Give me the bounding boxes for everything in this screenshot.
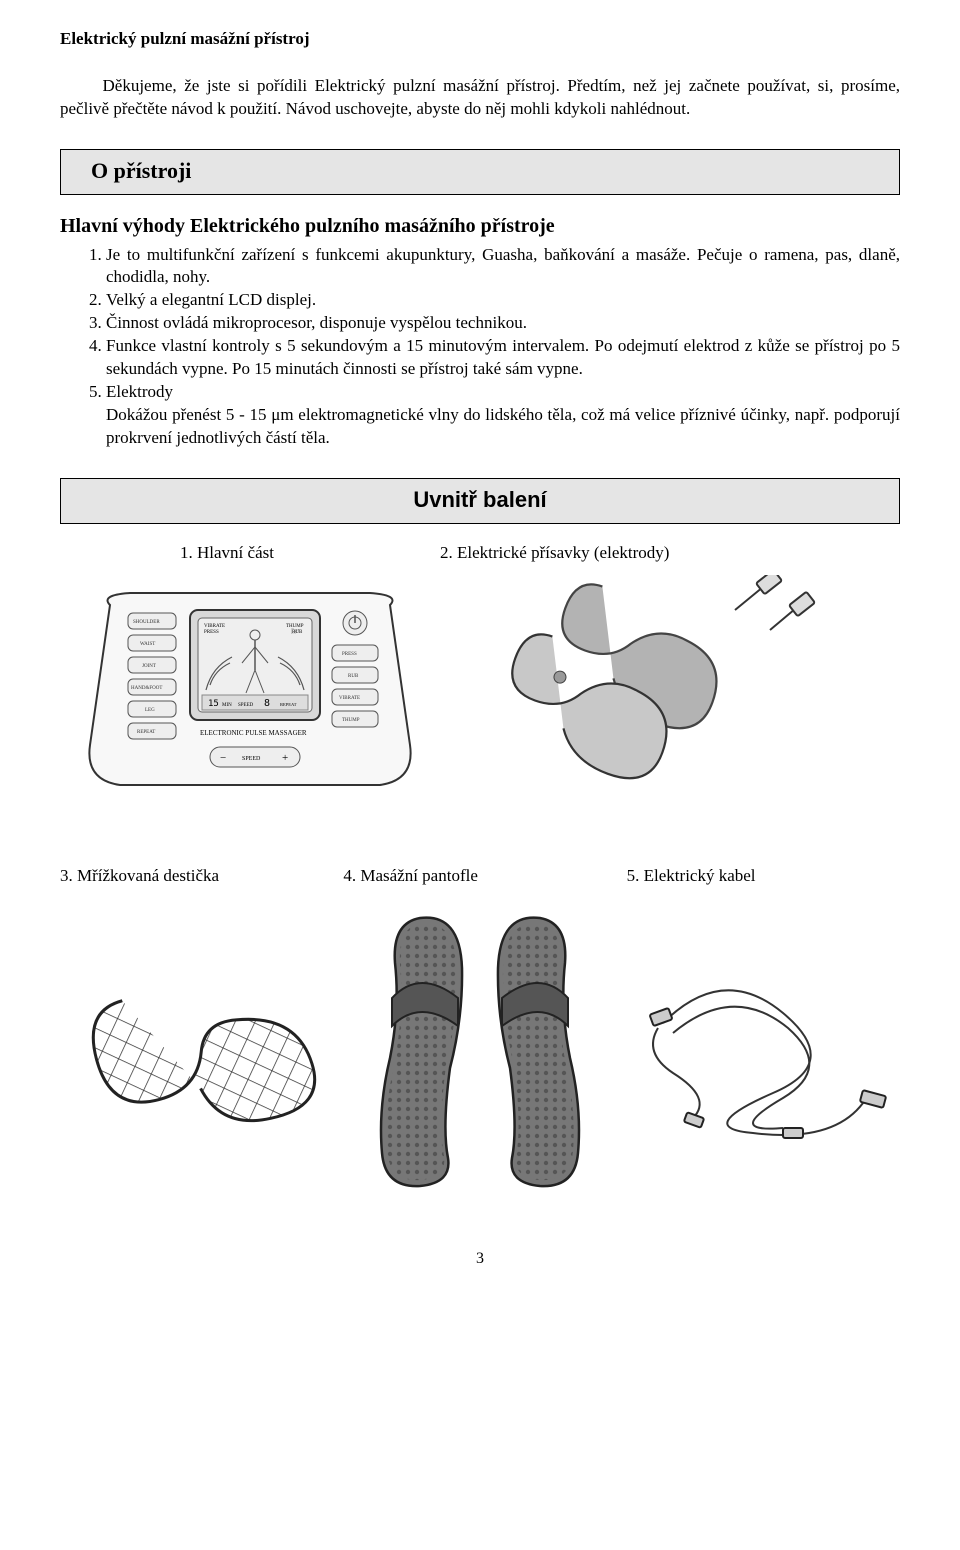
svg-text:PRESS: PRESS — [342, 652, 357, 657]
advantages-list: Je to multifunkční zařízení s funkcemi a… — [60, 244, 900, 450]
intro-paragraph: Děkujeme, že jste si pořídili Elektrický… — [60, 75, 900, 121]
svg-text:+: + — [282, 752, 288, 764]
item-label-3: 3. Mřížkovaná destička — [60, 865, 333, 888]
svg-text:SPEED: SPEED — [242, 756, 261, 762]
svg-text:LEG: LEG — [145, 708, 155, 713]
list-item: Činnost ovládá mikroprocesor, disponuje … — [106, 312, 900, 335]
item-label-1: 1. Hlavní část — [180, 542, 400, 565]
svg-text:HAND&FOOT: HAND&FOOT — [131, 686, 162, 691]
svg-text:VIBRATE: VIBRATE — [204, 624, 225, 629]
advantages-subheading: Hlavní výhody Elektrického pulzního masá… — [60, 213, 900, 240]
svg-text:REPEAT: REPEAT — [137, 730, 155, 735]
list-item: Velký a elegantní LCD displej. — [106, 289, 900, 312]
svg-text:RUB: RUB — [292, 630, 303, 635]
contents-row-labels-bottom: 3. Mřížkovaná destička 4. Masážní pantof… — [60, 865, 900, 888]
contents-row-images-bottom — [60, 898, 900, 1198]
svg-text:8: 8 — [264, 698, 270, 709]
page-header: Elektrický pulzní masážní přístroj — [60, 28, 900, 51]
item-label-2: 2. Elektrické přísavky (elektrody) — [440, 542, 669, 565]
svg-text:SPEED: SPEED — [238, 703, 254, 708]
svg-text:PRESS: PRESS — [204, 630, 219, 635]
cable-illustration — [627, 898, 900, 1198]
electrode-pads-illustration — [480, 575, 840, 835]
svg-text:VIBRATE: VIBRATE — [339, 696, 360, 701]
svg-text:15: 15 — [208, 699, 219, 709]
svg-text:THUMP: THUMP — [286, 624, 304, 629]
svg-text:ELECTRONIC PULSE MASSAGER: ELECTRONIC PULSE MASSAGER — [200, 729, 307, 737]
svg-text:RUB: RUB — [348, 674, 359, 679]
svg-text:SHOULDER: SHOULDER — [133, 620, 160, 625]
item-label-4: 4. Masážní pantofle — [343, 865, 616, 888]
section-title-contents: Uvnitř balení — [60, 478, 900, 524]
list-item: Je to multifunkční zařízení s funkcemi a… — [106, 244, 900, 290]
list-item: Elektrody Dokážou přenést 5 - 15 μm elek… — [106, 381, 900, 450]
page-number: 3 — [60, 1248, 900, 1270]
svg-text:WAIST: WAIST — [140, 642, 155, 647]
svg-text:JOINT: JOINT — [142, 664, 156, 669]
item-label-5: 5. Elektrický kabel — [627, 865, 900, 888]
svg-text:MIN: MIN — [222, 703, 232, 708]
device-illustration: ☞ VIBRATE PRESS THUMP RUB 15 MIN SPEED 8… — [60, 575, 440, 835]
contents-row-images-top: ☞ VIBRATE PRESS THUMP RUB 15 MIN SPEED 8… — [60, 575, 900, 835]
section-title-about: O přístroji — [60, 149, 900, 195]
list-item: Funkce vlastní kontroly s 5 sekundovým a… — [106, 335, 900, 381]
grid-pad-illustration — [60, 898, 333, 1198]
slippers-illustration — [343, 898, 616, 1198]
svg-text:−: − — [220, 752, 226, 764]
svg-text:REPEAT: REPEAT — [280, 702, 297, 707]
contents-row-labels-top: 1. Hlavní část 2. Elektrické přísavky (e… — [180, 542, 900, 565]
svg-text:THUMP: THUMP — [342, 718, 360, 723]
